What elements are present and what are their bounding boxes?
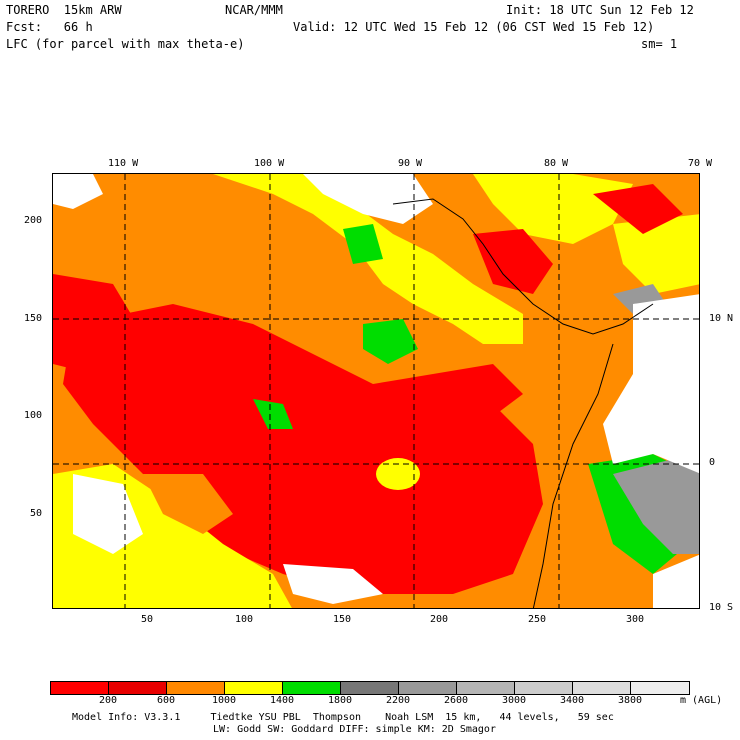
field-red-caribbean: [593, 184, 683, 234]
field-red-west: [53, 274, 143, 374]
lon-label-90w: 90 W: [398, 158, 423, 169]
init-time: Init: 18 UTC Sun 12 Feb 12: [506, 3, 694, 17]
colorbar-tick-200: 200: [99, 695, 118, 706]
colorbar-tick-2200: 2200: [386, 695, 411, 706]
x-tick-250: 250: [528, 614, 547, 625]
lon-label-80w: 80 W: [544, 158, 569, 169]
field-white-south-america: [603, 294, 699, 608]
x-tick-300: 300: [626, 614, 645, 625]
field-orange-north: [53, 174, 383, 304]
field-yellow-ne: [473, 174, 633, 244]
model-title: TORERO 15km ARW: [6, 3, 122, 17]
smoothing-label: sm= 1: [641, 37, 678, 51]
x-tick-200: 200: [430, 614, 449, 625]
lfc-map: [52, 173, 700, 609]
colorbar-swatch-1: [109, 682, 167, 694]
colorbar-swatch-6: [399, 682, 457, 694]
colorbar-tick-3000: 3000: [502, 695, 527, 706]
colorbar-swatch-9: [573, 682, 631, 694]
colorbar-tick-3800: 3800: [618, 695, 643, 706]
lat-label-0: 0: [709, 457, 716, 468]
colorbar-tick-1800: 1800: [328, 695, 353, 706]
field-red-ne: [473, 229, 553, 294]
y-tick-150: 150: [24, 313, 43, 324]
field-red-center: [433, 364, 523, 424]
y-tick-200: 200: [24, 215, 43, 226]
colorbar-unit: m (AGL): [680, 695, 723, 706]
valid-time: Valid: 12 UTC Wed 15 Feb 12 (06 CST Wed …: [293, 20, 655, 34]
y-tick-100: 100: [24, 410, 43, 421]
org-label: NCAR/MMM: [225, 3, 283, 17]
model-physics: LW: Godd SW: Goddard DIFF: simple KM: 2D…: [213, 724, 496, 735]
field-white-mexico: [303, 174, 433, 224]
colorbar-swatch-0: [51, 682, 109, 694]
forecast-hour: Fcst: 66 h: [6, 20, 93, 34]
colorbar-swatch-8: [515, 682, 573, 694]
field-green-west: [253, 399, 293, 429]
lon-label-110w: 110 W: [108, 158, 139, 169]
field-yellow-east: [613, 214, 699, 294]
field-white-south: [283, 564, 383, 604]
field-yellow-galapagos: [376, 458, 420, 490]
colorbar-tick-2600: 2600: [444, 695, 469, 706]
field-gray-andes: [613, 459, 699, 554]
colorbar: [50, 681, 690, 695]
x-tick-100: 100: [235, 614, 254, 625]
lfc-field-svg: [53, 174, 699, 608]
field-orange-sw: [143, 474, 233, 534]
field-red-core: [63, 304, 543, 594]
colorbar-tick-3400: 3400: [560, 695, 585, 706]
model-info: Model Info: V3.3.1 Tiedtke YSU PBL Thomp…: [72, 712, 614, 723]
coastline-south-america: [532, 343, 614, 608]
y-tick-50: 50: [30, 508, 43, 519]
colorbar-tick-1400: 1400: [270, 695, 295, 706]
colorbar-tick-1000: 1000: [212, 695, 237, 706]
colorbar-swatch-3: [225, 682, 283, 694]
lat-label-10s: 10 S: [709, 602, 734, 613]
colorbar-swatch-10: [631, 682, 689, 694]
colorbar-tick-600: 600: [157, 695, 176, 706]
colorbar-swatch-4: [283, 682, 341, 694]
lon-label-70w: 70 W: [688, 158, 713, 169]
x-tick-150: 150: [333, 614, 352, 625]
field-name: LFC (for parcel with max theta-e): [6, 37, 245, 51]
colorbar-swatch-5: [341, 682, 399, 694]
colorbar-swatch-2: [167, 682, 225, 694]
colorbar-swatch-7: [457, 682, 515, 694]
latlon-grid: [53, 174, 699, 608]
coastline-central-america: [392, 198, 654, 335]
lon-label-100w: 100 W: [254, 158, 285, 169]
lat-label-10n: 10 N: [709, 313, 734, 324]
field-green-north: [343, 224, 383, 264]
x-tick-50: 50: [141, 614, 154, 625]
field-white-nw: [53, 174, 103, 209]
field-green-center: [363, 319, 418, 364]
